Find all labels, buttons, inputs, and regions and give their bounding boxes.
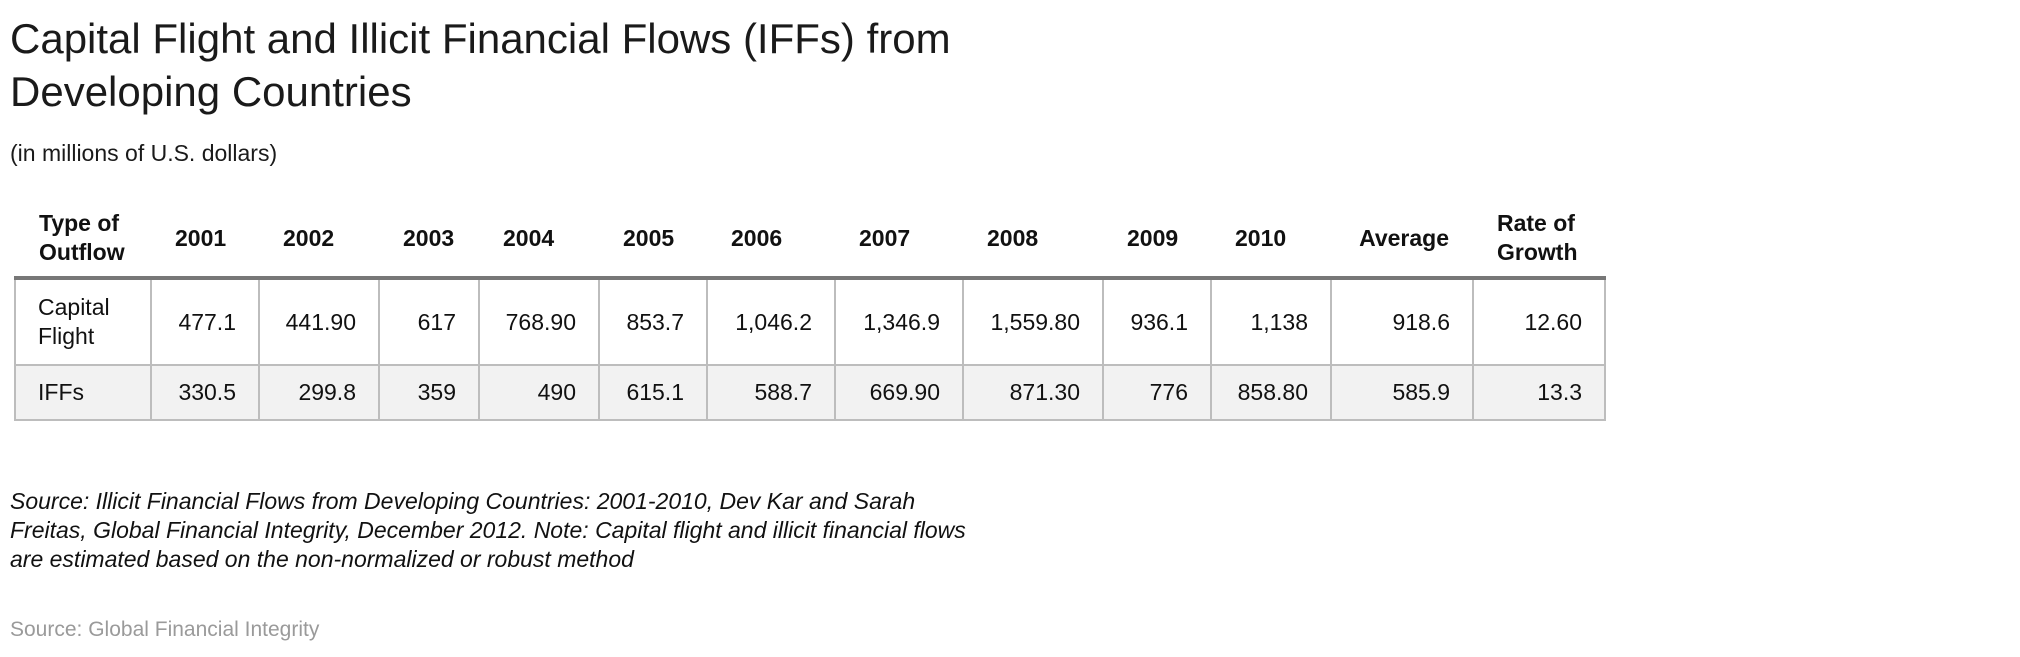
header-average: Average <box>1331 200 1473 280</box>
chart-title: Capital Flight and Illicit Financial Flo… <box>10 15 951 115</box>
data-table-wrapper: Type of Outflow 2001 2002 2003 2004 2005… <box>14 200 1606 421</box>
table-cell: 617 <box>378 277 480 366</box>
data-table: Type of Outflow 2001 2002 2003 2004 2005… <box>14 200 1606 421</box>
table-cell: 615.1 <box>598 364 708 421</box>
table-cell: 1,559.80 <box>962 277 1104 366</box>
table-row-iffs: IFFs 330.5 299.8 359 490 615.1 588.7 669… <box>14 364 1606 421</box>
header-2005: 2005 <box>599 200 707 280</box>
header-2001: 2001 <box>151 200 259 280</box>
table-cell: 1,346.9 <box>834 277 964 366</box>
header-2008: 2008 <box>963 200 1103 280</box>
header-type-of-outflow: Type of Outflow <box>15 200 151 280</box>
table-cell: 299.8 <box>258 364 380 421</box>
header-rate-of-growth: Rate of Growth <box>1473 200 1605 280</box>
table-cell: 669.90 <box>834 364 964 421</box>
table-row-capital-flight: Capital Flight 477.1 441.90 617 768.90 8… <box>14 277 1606 366</box>
header-2004: 2004 <box>479 200 599 280</box>
table-cell: 490 <box>478 364 600 421</box>
table-cell: 441.90 <box>258 277 380 366</box>
row-label-capital-flight: Capital Flight <box>14 277 152 366</box>
table-header-row: Type of Outflow 2001 2002 2003 2004 2005… <box>15 200 1605 280</box>
header-2006: 2006 <box>707 200 835 280</box>
table-cell: 359 <box>378 364 480 421</box>
table-cell: 330.5 <box>150 364 260 421</box>
chart-subtitle: (in millions of U.S. dollars) <box>10 140 278 166</box>
table-cell: 858.80 <box>1210 364 1332 421</box>
table-cell: 13.3 <box>1472 364 1606 421</box>
table-cell: 853.7 <box>598 277 708 366</box>
table-cell: 477.1 <box>150 277 260 366</box>
header-2002: 2002 <box>259 200 379 280</box>
source-credit: Source: Global Financial Integrity <box>10 618 320 641</box>
table-cell: 918.6 <box>1330 277 1474 366</box>
table-cell: 776 <box>1102 364 1212 421</box>
row-label-iffs: IFFs <box>14 364 152 421</box>
table-cell: 585.9 <box>1330 364 1474 421</box>
table-cell: 588.7 <box>706 364 836 421</box>
header-2003: 2003 <box>379 200 479 280</box>
header-2009: 2009 <box>1103 200 1211 280</box>
table-cell: 871.30 <box>962 364 1104 421</box>
table-cell: 1,046.2 <box>706 277 836 366</box>
table-cell: 936.1 <box>1102 277 1212 366</box>
header-2010: 2010 <box>1211 200 1331 280</box>
table-cell: 1,138 <box>1210 277 1332 366</box>
table-cell: 768.90 <box>478 277 600 366</box>
table-cell: 12.60 <box>1472 277 1606 366</box>
source-note: Source: Illicit Financial Flows from Dev… <box>10 488 966 572</box>
header-2007: 2007 <box>835 200 963 280</box>
